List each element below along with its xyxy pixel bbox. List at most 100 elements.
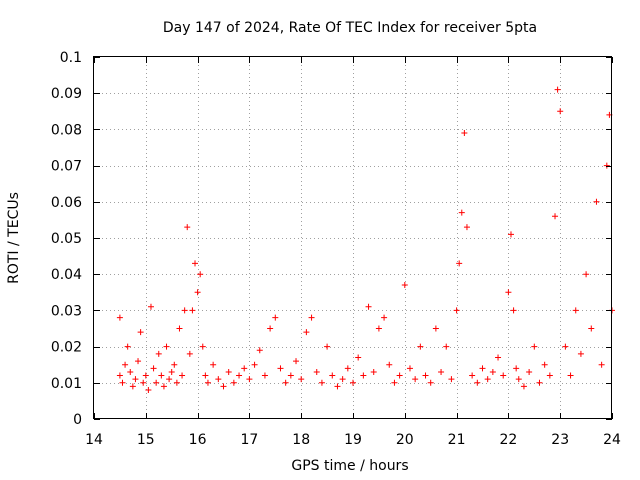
y-tick-label: 0.09 xyxy=(51,86,82,102)
data-point xyxy=(461,130,468,137)
y-tick-labels: 0 0.01 0.02 0.03 0.04 0.05 0.06 0.07 0.08 0.09 0.1 xyxy=(51,50,82,428)
data-point xyxy=(241,365,248,372)
data-point xyxy=(552,213,559,220)
data-point xyxy=(145,387,152,394)
y-tick-label: 0.01 xyxy=(51,376,82,392)
data-point xyxy=(215,376,222,383)
data-point xyxy=(406,365,413,372)
data-point xyxy=(443,343,450,350)
data-point xyxy=(308,314,315,321)
data-point xyxy=(495,354,502,361)
data-point xyxy=(225,368,232,375)
data-point xyxy=(122,361,129,368)
data-point xyxy=(318,379,325,386)
data-point xyxy=(546,372,553,379)
grid xyxy=(94,57,612,419)
data-point xyxy=(577,350,584,357)
data-point xyxy=(163,343,170,350)
data-point xyxy=(598,361,605,368)
data-points xyxy=(116,86,615,394)
data-point xyxy=(484,376,491,383)
data-point xyxy=(189,307,196,314)
y-tick-label: 0 xyxy=(73,412,82,428)
data-point xyxy=(194,289,201,296)
x-tick-label: 21 xyxy=(448,432,466,448)
data-point xyxy=(127,368,134,375)
data-point xyxy=(554,86,561,93)
data-point xyxy=(536,379,543,386)
data-point xyxy=(153,379,160,386)
data-point xyxy=(176,325,183,332)
data-point xyxy=(256,347,263,354)
data-point xyxy=(261,372,268,379)
data-point xyxy=(116,314,123,321)
data-point xyxy=(132,376,139,383)
data-point xyxy=(197,271,204,278)
data-point xyxy=(458,209,465,216)
data-point xyxy=(199,343,206,350)
chart-title: Day 147 of 2024, Rate Of TEC Index for r… xyxy=(163,20,537,36)
data-point xyxy=(282,379,289,386)
data-point xyxy=(588,325,595,332)
y-axis-label: ROTI / TECUs xyxy=(6,192,22,284)
data-point xyxy=(474,379,481,386)
data-point xyxy=(507,231,514,238)
data-point xyxy=(469,372,476,379)
axis-ticks xyxy=(94,57,613,420)
y-tick-label: 0.08 xyxy=(51,122,82,138)
data-point xyxy=(251,361,258,368)
data-point xyxy=(171,361,178,368)
y-tick-label: 0.02 xyxy=(51,340,82,356)
data-point xyxy=(181,307,188,314)
y-tick-label: 0.07 xyxy=(51,159,82,175)
data-point xyxy=(155,350,162,357)
data-point xyxy=(510,307,517,314)
data-point xyxy=(401,282,408,289)
data-point xyxy=(329,372,336,379)
data-point xyxy=(168,368,175,375)
x-tick-label: 17 xyxy=(240,432,258,448)
data-point xyxy=(417,343,424,350)
x-tick-label: 15 xyxy=(137,432,155,448)
data-point xyxy=(386,361,393,368)
data-point xyxy=(396,372,403,379)
data-point xyxy=(505,289,512,296)
data-point xyxy=(412,376,419,383)
x-axis-label: GPS time / hours xyxy=(291,458,408,474)
data-point xyxy=(150,365,157,372)
data-point xyxy=(365,303,372,310)
data-point xyxy=(381,314,388,321)
data-point xyxy=(593,198,600,205)
data-point xyxy=(147,303,154,310)
data-point xyxy=(230,379,237,386)
data-point xyxy=(339,376,346,383)
data-point xyxy=(520,383,527,390)
data-point xyxy=(184,224,191,231)
data-point xyxy=(116,372,123,379)
data-point xyxy=(246,376,253,383)
data-point xyxy=(422,372,429,379)
data-point xyxy=(166,376,173,383)
data-point xyxy=(500,372,507,379)
data-point xyxy=(531,343,538,350)
data-point xyxy=(140,379,147,386)
data-point xyxy=(489,368,496,375)
data-point xyxy=(557,108,564,115)
data-point xyxy=(124,343,131,350)
data-point xyxy=(360,372,367,379)
data-point xyxy=(135,358,142,365)
data-point xyxy=(391,379,398,386)
data-point xyxy=(142,372,149,379)
data-point xyxy=(210,361,217,368)
data-point xyxy=(515,376,522,383)
data-point xyxy=(334,383,341,390)
data-point xyxy=(303,329,310,336)
data-point xyxy=(179,372,186,379)
data-point xyxy=(526,368,533,375)
x-tick-label: 22 xyxy=(499,432,517,448)
data-point xyxy=(186,350,193,357)
data-point xyxy=(236,372,243,379)
data-point xyxy=(158,372,165,379)
x-tick-label: 14 xyxy=(85,432,103,448)
x-tick-labels: 14 15 16 17 18 19 20 21 22 23 24 xyxy=(85,432,621,448)
